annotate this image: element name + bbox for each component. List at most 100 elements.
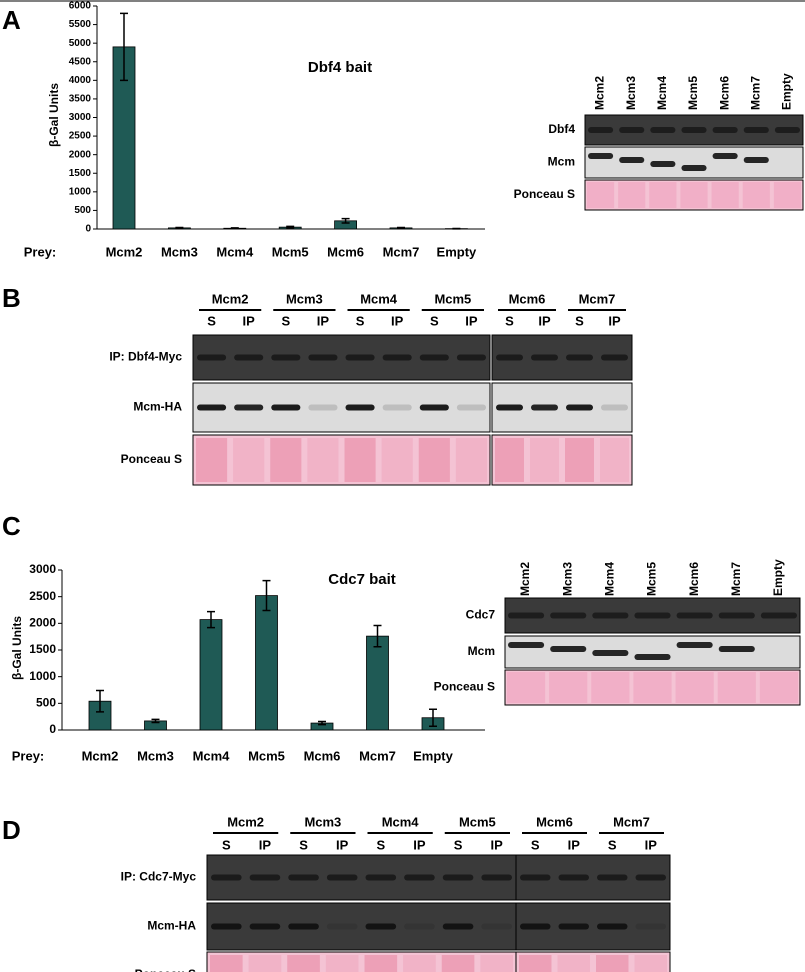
lane-header: Mcm6 — [717, 76, 731, 110]
y-axis-label: β-Gal Units — [10, 616, 24, 680]
lane-header: Empty — [771, 559, 785, 596]
x-axis-label: Prey: — [24, 244, 57, 259]
lane-header: Mcm6 — [687, 562, 701, 596]
group-header: Mcm5 — [459, 814, 496, 829]
error-bar — [175, 226, 184, 230]
band — [481, 874, 512, 881]
error-bar — [151, 718, 160, 724]
x-tick-label: Mcm6 — [304, 748, 341, 763]
ponceau-lane — [248, 955, 282, 972]
band — [271, 404, 301, 411]
chart-title: Dbf4 bait — [308, 59, 372, 76]
band — [365, 874, 397, 881]
band — [566, 354, 593, 361]
group-header: Mcm4 — [360, 291, 398, 306]
lane-header: Mcm2 — [518, 562, 532, 596]
band — [308, 354, 338, 361]
error-bar — [96, 689, 104, 713]
band — [558, 923, 589, 930]
lane-label: S — [505, 313, 514, 328]
band — [760, 612, 797, 619]
band — [676, 612, 713, 619]
band — [635, 923, 666, 930]
band — [496, 404, 523, 411]
band — [382, 354, 412, 361]
row-label: Ponceau S — [514, 187, 575, 201]
ponceau-lane — [507, 672, 546, 703]
row-label: IP: Cdc7-Myc — [121, 870, 197, 884]
ponceau-lane — [307, 438, 339, 482]
y-tick-label: 3000 — [69, 112, 92, 123]
x-tick-label: Mcm4 — [216, 244, 254, 259]
ponceau-lane — [233, 438, 265, 482]
band — [326, 874, 358, 881]
band — [288, 874, 319, 881]
bar — [199, 619, 223, 731]
row-label: Mcm-HA — [147, 919, 196, 933]
row-label: Dbf4 — [548, 122, 575, 136]
band — [601, 404, 628, 411]
x-tick-label: Mcm7 — [383, 244, 420, 259]
error-bar — [286, 225, 295, 229]
band — [308, 404, 338, 411]
band — [588, 127, 614, 133]
band — [597, 874, 628, 881]
ponceau-lane — [557, 955, 590, 972]
band — [634, 654, 671, 660]
group-header: Mcm6 — [509, 291, 546, 306]
y-axis-label: β-Gal Units — [47, 83, 61, 147]
bar — [255, 595, 278, 731]
panel-label: B — [2, 283, 21, 313]
band — [592, 612, 629, 619]
y-tick-label: 0 — [85, 224, 91, 235]
lane-header: Mcm7 — [729, 562, 743, 596]
band — [419, 354, 449, 361]
band — [326, 923, 358, 930]
band — [211, 874, 242, 881]
group-header: Mcm3 — [286, 291, 323, 306]
ponceau-lane — [759, 672, 798, 703]
panel-label: A — [2, 5, 21, 35]
ponceau-lane — [591, 672, 630, 703]
ponceau-lane — [364, 955, 398, 972]
band — [566, 404, 593, 411]
ponceau-lane — [587, 182, 615, 208]
band — [345, 354, 375, 361]
band — [712, 153, 738, 159]
x-tick-label: Mcm7 — [359, 748, 396, 763]
band — [197, 404, 227, 411]
ponceau-lane — [633, 672, 672, 703]
ponceau-lane — [530, 438, 559, 482]
band — [635, 874, 666, 881]
ponceau-strip — [206, 951, 517, 972]
x-tick-label: Mcm4 — [193, 748, 231, 763]
band — [681, 165, 707, 171]
band — [597, 923, 628, 930]
ponceau-lane — [711, 182, 739, 208]
ponceau-lane — [381, 438, 413, 482]
lane-label: S — [454, 837, 463, 852]
lane-label: IP — [413, 837, 426, 852]
y-tick-label: 3000 — [29, 562, 56, 576]
y-tick-label: 2000 — [29, 616, 56, 630]
band — [743, 127, 769, 133]
band — [650, 161, 676, 167]
lane-label: IP — [538, 313, 551, 328]
error-bar — [120, 12, 128, 82]
band — [288, 923, 319, 930]
band — [650, 127, 676, 133]
ponceau-lane — [618, 182, 646, 208]
ponceau-lane — [717, 672, 756, 703]
y-tick-label: 5000 — [69, 38, 92, 49]
ponceau-lane — [270, 438, 302, 482]
lane-label: S — [222, 837, 231, 852]
group-header: Mcm7 — [579, 291, 616, 306]
ponceau-lane — [495, 438, 524, 482]
row-label: Cdc7 — [466, 608, 496, 622]
row-label: Mcm — [468, 644, 495, 658]
band — [619, 127, 645, 133]
ponceau-lane — [549, 672, 588, 703]
band — [619, 157, 645, 163]
band — [520, 923, 551, 930]
